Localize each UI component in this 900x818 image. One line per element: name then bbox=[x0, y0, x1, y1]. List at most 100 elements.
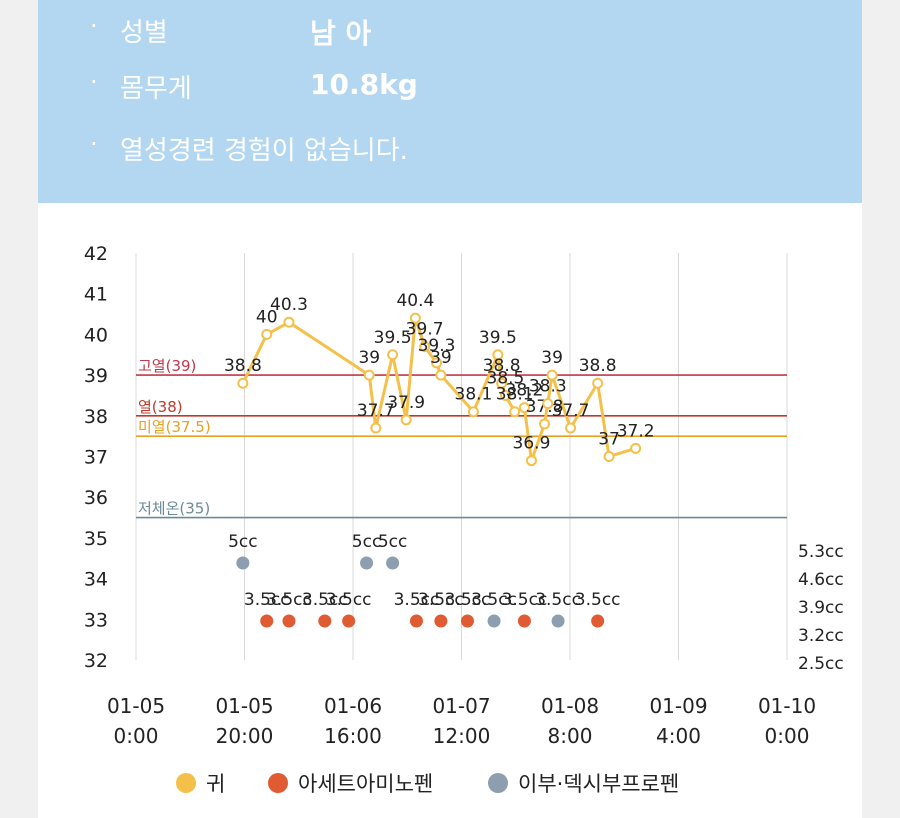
ibuprofen-dose-marker bbox=[386, 556, 400, 570]
temperature-point bbox=[467, 406, 479, 418]
grid bbox=[135, 253, 788, 660]
temperature-data-label: 39 bbox=[541, 348, 563, 368]
legend-label: 아세트아미노펜 bbox=[298, 772, 433, 796]
temperature-data-label: 39.5 bbox=[479, 328, 517, 348]
dose-label: 3.5cc bbox=[394, 590, 440, 610]
acetaminophen-dose-marker bbox=[282, 614, 296, 628]
temperature-data-label: 40 bbox=[256, 307, 278, 327]
temperature-data-label: 39 bbox=[358, 348, 380, 368]
y-tick-label: 37 bbox=[84, 447, 108, 469]
temperature-chart-card: 고열(39) 열(38) 미열(37.5) 저체온(35) 01-05 0:00 01-0… bbox=[38, 203, 862, 818]
temperature-data-label: 37.7 bbox=[357, 401, 395, 421]
temperature-point bbox=[492, 349, 504, 361]
temperature-data-label: 38.8 bbox=[579, 356, 617, 376]
reference-line-label: 고열(39) bbox=[138, 357, 196, 375]
y-tick-label: 36 bbox=[84, 487, 108, 509]
temperature-point bbox=[387, 349, 399, 361]
y-tick-label: 35 bbox=[84, 528, 108, 550]
x-tick-label-time: 12:00 bbox=[433, 724, 491, 748]
dose-label: 3.5cc bbox=[445, 590, 491, 610]
dose-label: 5cc bbox=[352, 532, 382, 552]
temperature-point bbox=[539, 418, 551, 430]
temperature-point bbox=[261, 328, 273, 340]
dose-label: 5cc bbox=[228, 532, 258, 552]
x-tick-label-time: 8:00 bbox=[548, 724, 593, 748]
y-tick-label: 41 bbox=[84, 284, 108, 306]
temperature-point bbox=[542, 398, 554, 410]
legend-swatch bbox=[268, 773, 288, 793]
acetaminophen-dose-marker bbox=[260, 614, 274, 628]
x-tick-label-date: 01-05 bbox=[107, 694, 165, 718]
temperature-point bbox=[419, 341, 431, 353]
temperature-data-label: 38.2 bbox=[506, 381, 544, 401]
x-tick-label-date: 01-08 bbox=[541, 694, 599, 718]
weight-value: 10.8kg bbox=[310, 68, 418, 101]
ibuprofen-dose-marker bbox=[551, 614, 565, 628]
acetaminophen-dose-marker bbox=[318, 614, 332, 628]
y-tick-label: 39 bbox=[84, 365, 108, 387]
temperature-data-label: 39.5 bbox=[374, 328, 412, 348]
reference-line-label: 저체온(35) bbox=[138, 500, 210, 518]
bullet-icon: · bbox=[90, 68, 98, 96]
dose-label: 3.5cc bbox=[471, 590, 517, 610]
temperature-point bbox=[592, 377, 604, 389]
secondary-axis-label: 4.6cc bbox=[798, 570, 844, 590]
temperature-data-label: 38.3 bbox=[529, 377, 567, 397]
acetaminophen-dose-marker bbox=[591, 614, 605, 628]
temperature-data-label: 39.7 bbox=[406, 320, 444, 340]
dose-label: 3.5cc bbox=[575, 590, 621, 610]
temperature-data-label: 37 bbox=[598, 430, 620, 450]
temperature-data-label: 39 bbox=[430, 348, 452, 368]
temperature-point bbox=[370, 422, 382, 434]
dose-label: 3.5cc bbox=[266, 590, 312, 610]
legend-label: 귀 bbox=[206, 772, 225, 796]
ibuprofen-dose-marker bbox=[487, 614, 501, 628]
acetaminophen-dose-marker bbox=[517, 614, 531, 628]
y-tick-label: 38 bbox=[84, 406, 108, 428]
legend-swatch bbox=[488, 773, 508, 793]
y-tick-label: 32 bbox=[84, 650, 108, 672]
acetaminophen-dose-marker bbox=[409, 614, 423, 628]
febrile-seizure-note: 열성경련 경험이 없습니다. bbox=[120, 136, 408, 166]
y-tick-label: 34 bbox=[84, 569, 108, 591]
x-tick-label-time: 0:00 bbox=[114, 724, 159, 748]
temperature-point bbox=[525, 455, 537, 467]
temperature-point bbox=[565, 422, 577, 434]
axes: 01-05 0:00 01-05 20:00 01-06 16:00 01-07 12:00 0… bbox=[84, 243, 844, 748]
temperature-point bbox=[409, 312, 421, 324]
x-tick-label-time: 0:00 bbox=[765, 724, 810, 748]
x-tick-label-date: 01-05 bbox=[215, 694, 273, 718]
temperature-data-label: 39.3 bbox=[418, 336, 456, 356]
x-tick-label-date: 01-07 bbox=[432, 694, 490, 718]
temperature-point bbox=[431, 357, 443, 369]
legend-swatch bbox=[176, 773, 196, 793]
y-tick-label: 42 bbox=[84, 243, 108, 265]
dose-label: 3.5cc bbox=[502, 590, 548, 610]
patient-info-panel: · 성별 남 아 · 몸무게 10.8kg · 열성경련 경험이 없습니다. bbox=[38, 0, 862, 203]
sex-label: 성별 bbox=[120, 18, 168, 48]
temperature-data-label: 38.1 bbox=[496, 385, 534, 405]
temperature-point bbox=[546, 369, 558, 381]
temperature-data-label: 37.2 bbox=[617, 421, 655, 441]
acetaminophen-dose-marker bbox=[434, 614, 448, 628]
weight-label: 몸무게 bbox=[120, 74, 192, 104]
dose-label: 3.5cc bbox=[244, 590, 290, 610]
temperature-point bbox=[603, 451, 615, 462]
temperature-data-label: 38.8 bbox=[483, 356, 521, 376]
sex-value: 남 아 bbox=[310, 17, 372, 50]
temperature-point bbox=[400, 414, 412, 426]
temperature-data-label: 40.4 bbox=[396, 291, 434, 311]
temperature-chart: 고열(39)열(38)미열(37.5)저체온(35) 01-050:0001-0… bbox=[84, 243, 844, 796]
dose-label: 5cc bbox=[378, 532, 408, 552]
dose-label: 3.5cc bbox=[302, 590, 348, 610]
ibuprofen-dose-marker bbox=[360, 556, 374, 570]
dose-label: 3.5cc bbox=[326, 590, 372, 610]
secondary-axis-label: 3.2cc bbox=[798, 626, 844, 646]
x-tick-label-date: 01-09 bbox=[649, 694, 707, 718]
temperature-series: 38.84040.33937.739.537.940.439.739.33938… bbox=[224, 291, 655, 467]
temperature-point bbox=[435, 369, 447, 381]
temperature-point bbox=[630, 442, 642, 454]
acetaminophen-dose-marker bbox=[460, 614, 474, 628]
dose-label: 3.5cc bbox=[535, 590, 581, 610]
